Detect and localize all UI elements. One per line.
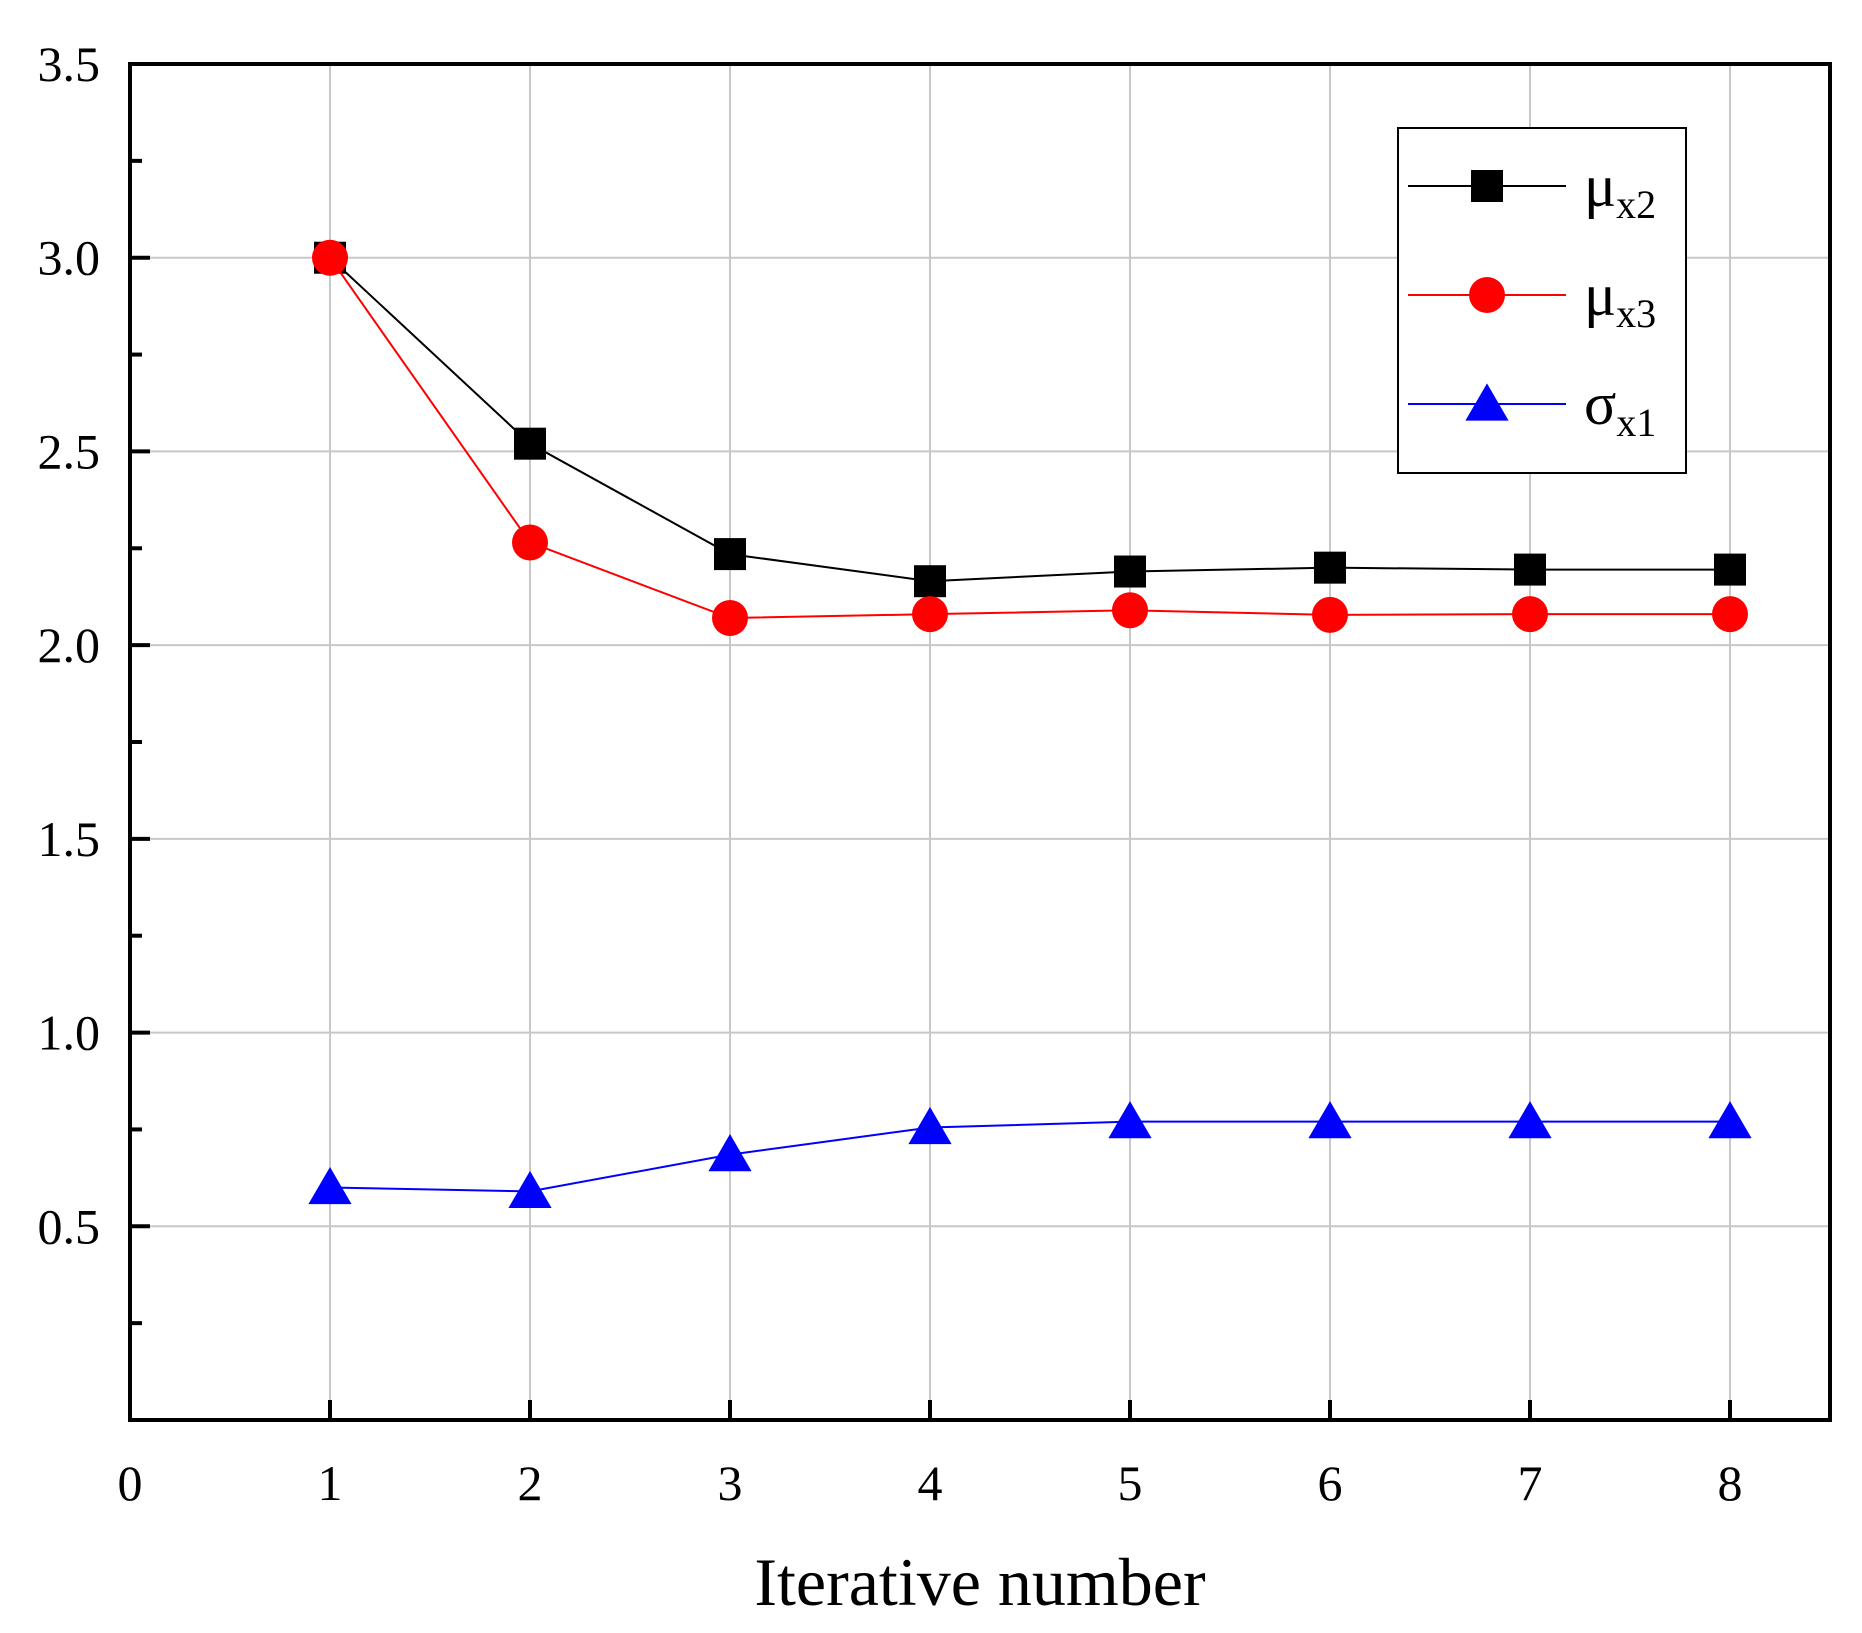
- series-2: [312, 239, 1748, 637]
- data-point: [1312, 596, 1348, 633]
- legend-entry: μx3: [1408, 262, 1656, 336]
- legend-label: μx3: [1584, 262, 1656, 336]
- legend-entry: μx2: [1408, 153, 1656, 227]
- legend-marker: [1465, 383, 1509, 421]
- data-point: [1508, 1101, 1552, 1139]
- x-tick-label: 4: [918, 1455, 943, 1511]
- data-point: [1308, 1101, 1352, 1139]
- series-line: [329, 1120, 1730, 1193]
- data-point: [714, 538, 746, 571]
- y-tick-label: 1.0: [38, 1005, 101, 1061]
- data-point: [1314, 551, 1346, 584]
- data-point: [514, 427, 546, 460]
- data-point: [512, 524, 548, 561]
- data-point: [712, 600, 748, 637]
- x-tick-label: 6: [1318, 1455, 1343, 1511]
- y-tick-label: 2.0: [38, 617, 101, 673]
- data-point: [1714, 553, 1746, 586]
- series-line: [329, 257, 1730, 620]
- x-tick-label: 0: [118, 1455, 143, 1511]
- data-point: [708, 1134, 752, 1172]
- y-tick-label: 3.5: [38, 36, 101, 92]
- x-tick-label: 7: [1518, 1455, 1543, 1511]
- data-point: [508, 1170, 552, 1209]
- data-point: [1514, 553, 1546, 586]
- y-tick-label: 2.5: [38, 423, 101, 479]
- axes: 0 1 2 3 4 5 6 7 8 0.5 1.0 1.5 2.0 2.5 3.0 3.5: [38, 36, 1743, 1511]
- data-point: [908, 1106, 952, 1145]
- x-tick-label: 3: [718, 1455, 743, 1511]
- legend-entry: σx1: [1408, 371, 1656, 445]
- legend-label: σx1: [1584, 371, 1656, 445]
- y-tick-label: 0.5: [38, 1198, 101, 1254]
- legend-marker: [1469, 277, 1505, 313]
- data-point: [308, 1166, 352, 1205]
- x-tick-label: 1: [318, 1455, 343, 1511]
- data-point: [1712, 596, 1748, 633]
- data-point: [914, 565, 946, 598]
- x-tick-label: 5: [1118, 1455, 1143, 1511]
- y-tick-label: 3.0: [38, 230, 101, 286]
- plot-series: [308, 239, 1752, 1209]
- data-point: [1108, 1101, 1152, 1139]
- data-point: [1512, 596, 1548, 633]
- x-axis-title: Iterative number: [754, 1544, 1206, 1620]
- data-point: [1114, 555, 1146, 588]
- data-point: [912, 596, 948, 633]
- legend: μx2 μx3 σx1: [1397, 127, 1687, 474]
- legend-marker: [1471, 170, 1503, 202]
- series-line: [329, 256, 1730, 583]
- legend-label: μx2: [1584, 153, 1656, 227]
- x-tick-label: 2: [518, 1455, 543, 1511]
- data-point: [1708, 1101, 1752, 1139]
- series-3: [308, 1101, 1752, 1209]
- y-tick-label: 1.5: [38, 811, 101, 867]
- data-point: [312, 239, 348, 276]
- data-point: [1112, 592, 1148, 629]
- x-tick-label: 8: [1718, 1455, 1743, 1511]
